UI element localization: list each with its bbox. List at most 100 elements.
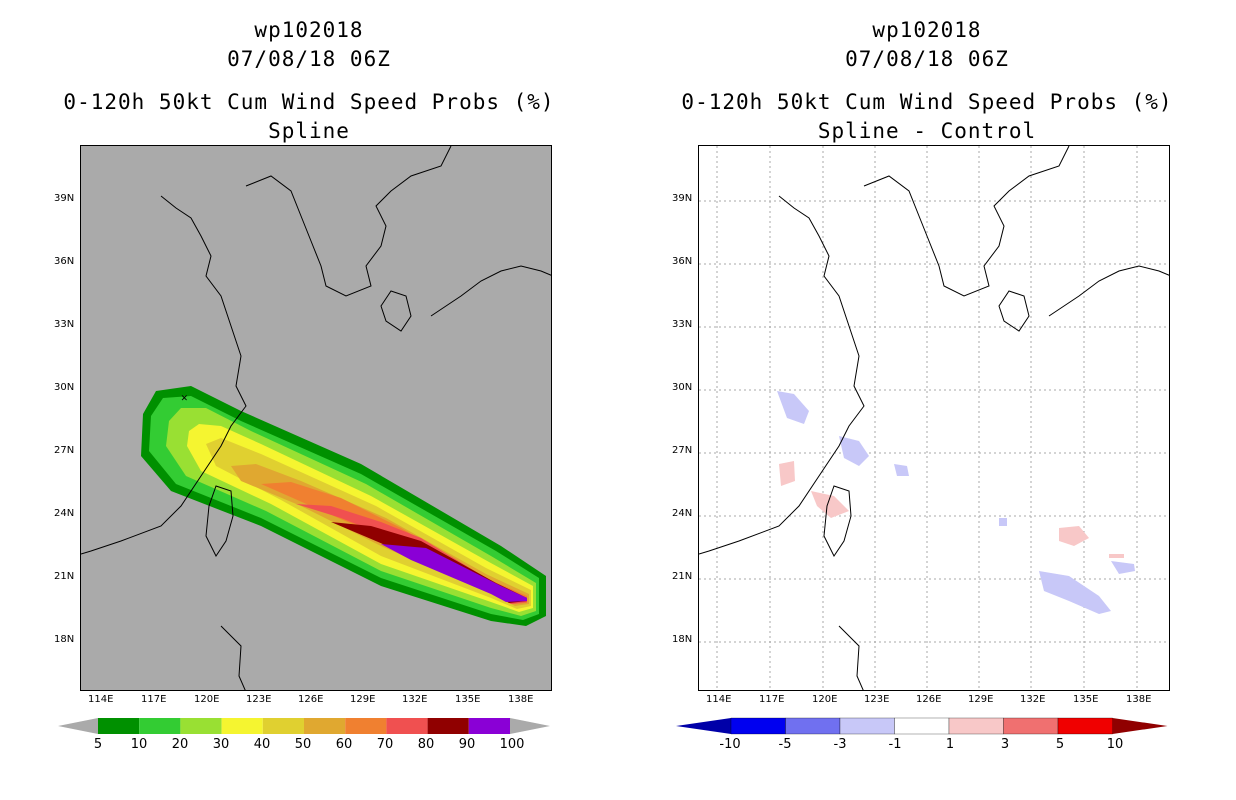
- right-storm-id: wp102018: [872, 18, 982, 42]
- colorbar-cell: [345, 718, 387, 734]
- lon-label: 126E: [298, 694, 324, 705]
- colorbar-over-arrow: [1112, 718, 1168, 734]
- left-colorbar: [58, 718, 550, 734]
- neg-patch: [1111, 561, 1135, 574]
- lat-label: 18N: [672, 634, 693, 645]
- colorbar-under-arrow: [676, 718, 731, 734]
- pos-patch: [1109, 554, 1124, 558]
- colorbar-label: 80: [417, 737, 435, 752]
- lon-label: 120E: [812, 694, 838, 705]
- right-map-svg: [699, 146, 1169, 690]
- left-method-title: Spline: [268, 119, 350, 143]
- lon-label: 135E: [455, 694, 481, 705]
- lon-label: 117E: [141, 694, 167, 705]
- neg-patch: [894, 464, 909, 476]
- colorbar-cell: [304, 718, 346, 734]
- colorbar-cell: [785, 717, 841, 735]
- left-datetime: 07/08/18 06Z: [227, 47, 391, 71]
- lon-label: 132E: [402, 694, 428, 705]
- left-product-title: 0-120h 50kt Cum Wind Speed Probs (%): [63, 90, 555, 114]
- lon-label: 132E: [1020, 694, 1046, 705]
- colorbar-label: 5: [1055, 737, 1065, 752]
- colorbar-label: 3: [1000, 737, 1010, 752]
- lat-label: 21N: [672, 571, 693, 582]
- right-datetime: 07/08/18 06Z: [845, 47, 1009, 71]
- colorbar-label: 20: [171, 737, 189, 752]
- colorbar-cell: [1003, 717, 1059, 735]
- lat-label: 30N: [672, 382, 693, 393]
- colorbar-label: 10: [130, 737, 148, 752]
- colorbar-label: 90: [458, 737, 476, 752]
- colorbar-label: -3: [833, 737, 847, 752]
- colorbar-label: -1: [888, 737, 902, 752]
- lat-label: 18N: [54, 634, 75, 645]
- colorbar-cell: [386, 718, 428, 734]
- lon-label: 129E: [350, 694, 376, 705]
- lon-label: 114E: [706, 694, 732, 705]
- lon-label: 123E: [246, 694, 272, 705]
- lat-label: 39N: [54, 193, 75, 204]
- colorbar-cell: [180, 718, 222, 734]
- probability-swath: [141, 386, 546, 626]
- pos-patch: [811, 491, 849, 518]
- colorbar-label: 10: [1106, 737, 1124, 752]
- colorbar-cell: [730, 717, 786, 735]
- colorbar-cell: [221, 718, 263, 734]
- colorbar-cell: [427, 718, 469, 734]
- neg-patch: [839, 436, 869, 466]
- colorbar-label: 1: [945, 737, 955, 752]
- colorbar-label: 30: [212, 737, 230, 752]
- colorbar-cell: [894, 717, 950, 735]
- colorbar-cell: [98, 718, 140, 734]
- left-storm-id: wp102018: [254, 18, 364, 42]
- colorbar-label: 70: [376, 737, 394, 752]
- lon-label: 138E: [1126, 694, 1152, 705]
- right-map: [698, 145, 1170, 691]
- colorbar-label: 100: [499, 737, 525, 752]
- difference-patches: [777, 391, 1135, 614]
- colorbar-label: -5: [778, 737, 792, 752]
- right-method-title: Spline - Control: [817, 119, 1037, 143]
- lat-label: 24N: [54, 508, 75, 519]
- neg-patch: [1039, 571, 1111, 614]
- neg-patch: [777, 391, 809, 424]
- left-map-svg: ✕: [81, 146, 551, 690]
- colorbar-label: 5: [93, 737, 103, 752]
- coastlines: [699, 146, 1169, 690]
- colorbar-label: -10: [719, 737, 741, 752]
- lat-label: 27N: [672, 445, 693, 456]
- colorbar-label: 60: [335, 737, 353, 752]
- colorbar-label: 40: [253, 737, 271, 752]
- lat-label: 33N: [672, 319, 693, 330]
- pos-patch: [1059, 526, 1089, 546]
- track-marker: ✕: [181, 391, 188, 404]
- right-product-title: 0-120h 50kt Cum Wind Speed Probs (%): [681, 90, 1173, 114]
- lon-label: 123E: [864, 694, 890, 705]
- colorbar-cell: [839, 717, 895, 735]
- colorbar-cell: [1057, 717, 1113, 735]
- colorbar-cell: [139, 718, 181, 734]
- colorbar-under-arrow: [58, 718, 98, 734]
- lat-label: 36N: [672, 256, 693, 267]
- pos-patch: [779, 461, 795, 486]
- lon-label: 129E: [968, 694, 994, 705]
- colorbar-cell: [468, 718, 510, 734]
- lon-label: 114E: [88, 694, 114, 705]
- lat-label: 30N: [54, 382, 75, 393]
- lon-label: 138E: [508, 694, 534, 705]
- lat-label: 36N: [54, 256, 75, 267]
- contour-90: [381, 544, 527, 602]
- lat-label: 21N: [54, 571, 75, 582]
- coastlines: [81, 146, 551, 690]
- lat-label: 39N: [672, 193, 693, 204]
- lon-label: 117E: [759, 694, 785, 705]
- colorbar-cell: [948, 717, 1004, 735]
- lat-label: 27N: [54, 445, 75, 456]
- right-colorbar: [676, 717, 1168, 735]
- lon-label: 126E: [916, 694, 942, 705]
- lat-label: 33N: [54, 319, 75, 330]
- left-map: ✕: [80, 145, 552, 691]
- neg-patch: [999, 518, 1007, 526]
- lat-label: 24N: [672, 508, 693, 519]
- colorbar-over-arrow: [510, 718, 550, 734]
